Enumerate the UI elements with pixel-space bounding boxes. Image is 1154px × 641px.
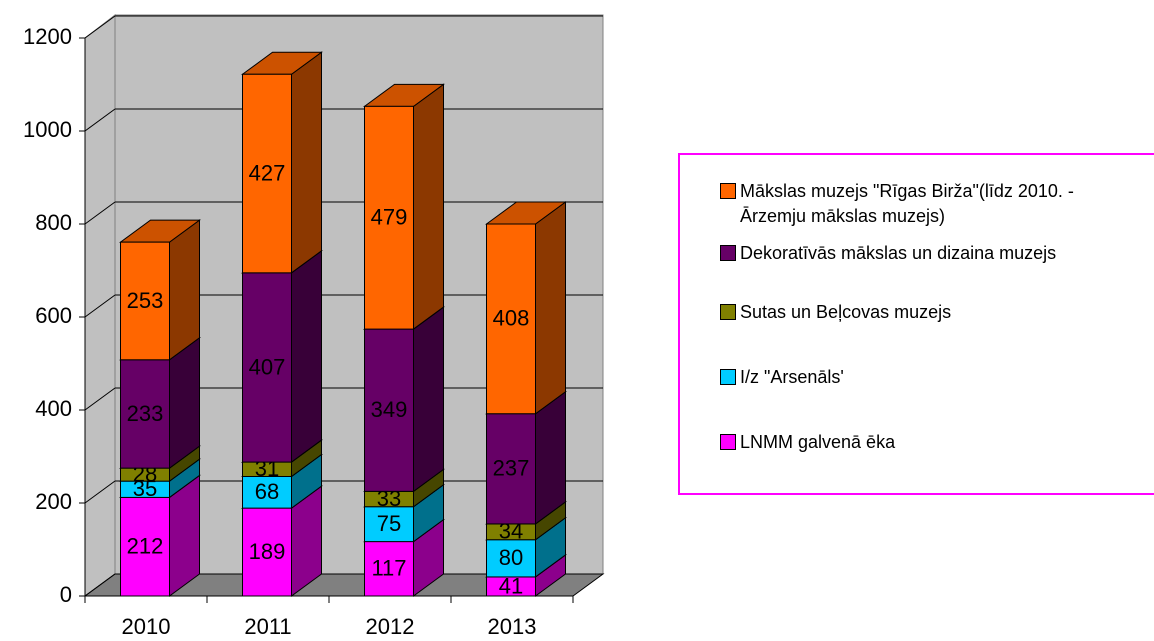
data-label: 212 <box>127 534 164 559</box>
grid-line-side <box>84 201 116 225</box>
bar <box>486 223 536 415</box>
legend-swatch <box>720 245 736 261</box>
bar <box>364 105 414 330</box>
grid-line-side <box>84 294 116 318</box>
legend-item: Mākslas muzejs "Rīgas Birža"(līdz 2010. … <box>720 179 1138 229</box>
data-label: 237 <box>493 456 530 481</box>
data-label: 189 <box>249 539 286 564</box>
bar <box>242 507 292 597</box>
bar-side <box>413 83 444 331</box>
legend-item: Dekoratīvās mākslas un dizaina muzejs <box>720 241 1138 266</box>
y-tick-label: 0 <box>60 582 72 607</box>
y-tick-label: 1000 <box>23 117 72 142</box>
grid-line-side <box>84 108 116 132</box>
bar <box>242 272 292 463</box>
bar-side <box>535 201 566 415</box>
bar-side <box>535 390 566 525</box>
data-label: 408 <box>493 306 530 331</box>
bar <box>364 328 414 492</box>
legend-swatch <box>720 434 736 450</box>
x-tick-label: 2011 <box>244 614 291 639</box>
x-tick-label: 2010 <box>122 614 171 639</box>
legend: Mākslas muzejs "Rīgas Birža"(līdz 2010. … <box>678 153 1154 495</box>
y-tick-label: 200 <box>35 489 72 514</box>
data-label: 427 <box>249 160 286 185</box>
y-tick-label: 1200 <box>23 24 72 49</box>
bar <box>364 506 414 543</box>
x-tick-label: 2013 <box>488 614 537 639</box>
bar-side <box>169 336 200 470</box>
legend-item: Sutas un Beļcovas muzejs <box>720 300 1138 325</box>
legend-item: I/z "Arsenāls' <box>720 365 1138 390</box>
grid-line-side <box>84 480 116 504</box>
y-tick-label: 800 <box>35 210 72 235</box>
bar <box>364 541 414 597</box>
bar <box>242 475 292 509</box>
legend-label: Sutas un Beļcovas muzejs <box>740 302 952 322</box>
data-label: 407 <box>249 354 286 379</box>
legend-swatch <box>720 304 736 320</box>
legend-label: Mākslas muzejs "Rīgas Birža"(līdz 2010. … <box>740 181 1074 226</box>
legend-label: Dekoratīvās mākslas un dizaina muzejs <box>740 243 1057 263</box>
data-label: 117 <box>371 556 406 581</box>
data-label: 253 <box>127 288 164 313</box>
bar-side <box>169 219 200 361</box>
bar-side <box>291 51 322 274</box>
data-label: 479 <box>371 205 408 230</box>
bar <box>486 539 536 578</box>
bar <box>242 73 292 274</box>
y-tick-label: 600 <box>35 303 72 328</box>
data-label: 80 <box>499 545 523 570</box>
legend-item: LNMM galvenā ēka <box>720 430 1138 455</box>
legend-swatch <box>720 369 736 385</box>
bar-side <box>291 249 322 464</box>
legend-label: LNMM galvenā ēka <box>740 432 896 452</box>
legend-swatch <box>720 183 736 199</box>
bar-side <box>413 306 444 493</box>
bar <box>120 241 170 361</box>
grid-line-side <box>84 573 116 597</box>
y-tick-label: 400 <box>35 396 72 421</box>
data-label: 41 <box>499 573 523 598</box>
grid-line-side <box>84 15 116 39</box>
data-label: 75 <box>377 511 401 536</box>
legend-label: I/z "Arsenāls' <box>740 367 844 387</box>
grid-line-side <box>84 387 116 411</box>
bar <box>120 359 170 469</box>
x-tick-label: 2012 <box>366 614 415 639</box>
data-label: 233 <box>127 401 164 426</box>
data-label: 349 <box>371 397 408 422</box>
data-label: 68 <box>255 479 279 504</box>
